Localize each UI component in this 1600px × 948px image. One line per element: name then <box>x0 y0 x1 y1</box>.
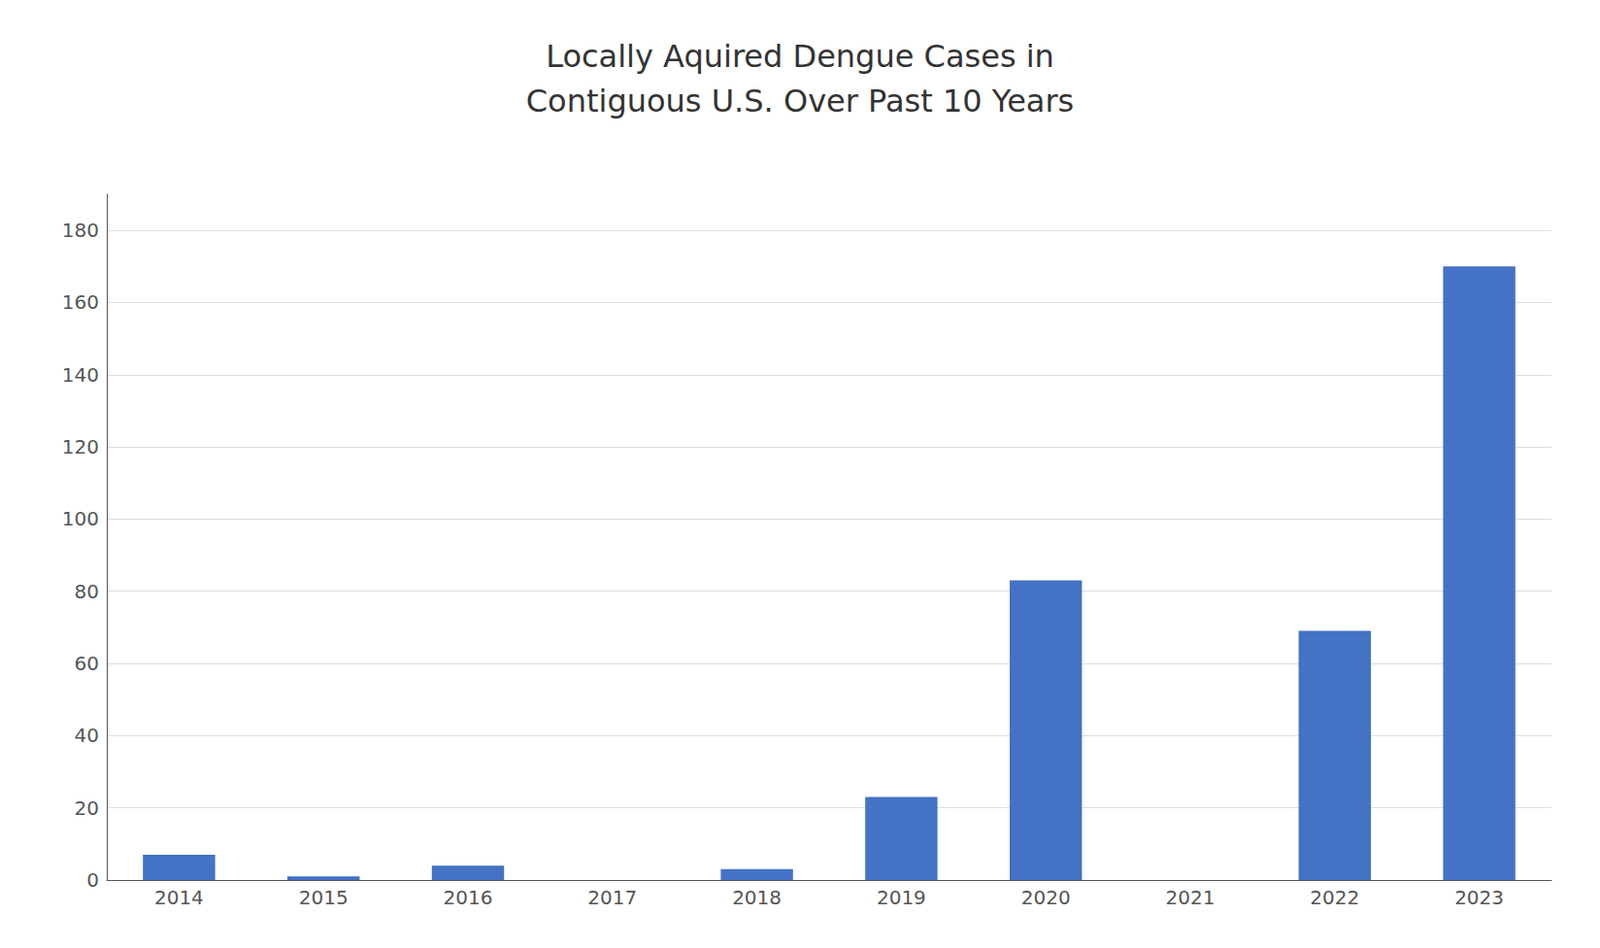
svg-text:2016: 2016 <box>443 885 494 909</box>
svg-text:20: 20 <box>74 796 100 820</box>
svg-text:160: 160 <box>62 290 100 314</box>
svg-text:2021: 2021 <box>1166 885 1216 909</box>
svg-text:40: 40 <box>74 723 100 747</box>
svg-text:2017: 2017 <box>587 885 637 909</box>
svg-text:0: 0 <box>86 867 100 892</box>
svg-text:2022: 2022 <box>1309 885 1360 909</box>
svg-text:60: 60 <box>74 651 100 675</box>
svg-text:180: 180 <box>62 218 100 242</box>
svg-text:Contiguous U.S. Over Past 10 Y: Contiguous U.S. Over Past 10 Years <box>526 82 1075 120</box>
svg-text:2019: 2019 <box>876 885 927 909</box>
svg-text:100: 100 <box>62 506 100 531</box>
svg-text:2020: 2020 <box>1021 885 1071 909</box>
svg-text:2014: 2014 <box>154 885 204 909</box>
svg-text:2018: 2018 <box>732 885 782 909</box>
svg-text:2023: 2023 <box>1454 885 1504 909</box>
svg-text:140: 140 <box>62 363 100 387</box>
svg-text:2015: 2015 <box>299 885 349 909</box>
svg-text:120: 120 <box>62 434 100 459</box>
svg-text:80: 80 <box>74 579 100 603</box>
svg-text:Locally Aquired Dengue Cases i: Locally Aquired Dengue Cases in <box>545 37 1055 75</box>
